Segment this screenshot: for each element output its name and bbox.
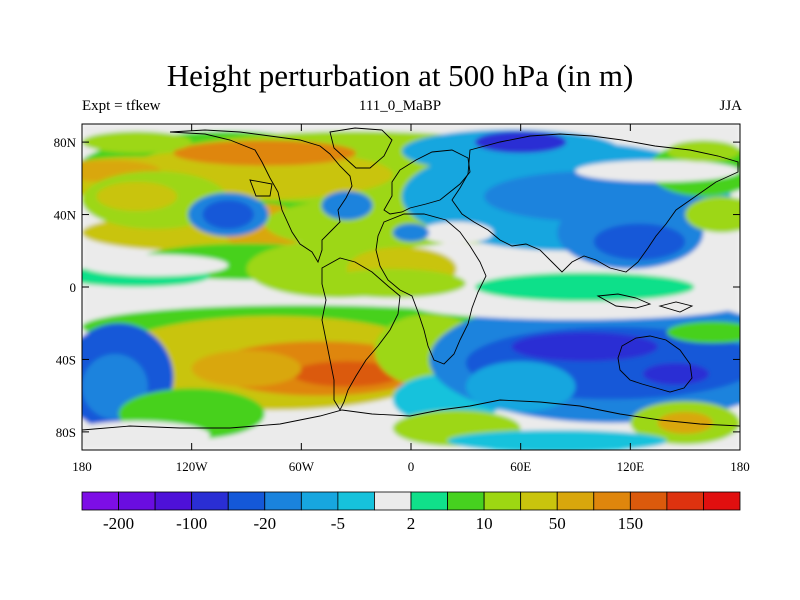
contour-region	[474, 131, 567, 153]
y-tick-label: 80N	[54, 135, 77, 150]
colorbar-swatch	[447, 491, 485, 511]
colorbar: -200 -100 -20 -5 2 10 50 150	[81, 491, 741, 533]
contour-region	[420, 221, 494, 244]
contour-region	[82, 254, 229, 277]
colorbar-swatch	[483, 491, 522, 511]
colorbar-label: 2	[407, 514, 416, 533]
season-label: JJA	[719, 98, 742, 114]
colorbar-swatch	[374, 491, 412, 511]
colorbar-label: 150	[618, 514, 644, 533]
contour-region	[82, 131, 192, 153]
colorbar-swatch	[410, 491, 448, 511]
contour-region	[685, 196, 740, 233]
x-tick-label: 60E	[510, 459, 531, 474]
period-label: 111_0_MaBP	[358, 98, 442, 114]
x-tick-label: 180	[730, 459, 750, 474]
contour-region	[666, 140, 740, 163]
contour-region	[575, 160, 740, 182]
contour-region	[666, 321, 740, 344]
contour-region	[96, 181, 178, 211]
chart-title: Height perturbation at 500 hPa (in m)	[166, 58, 634, 93]
colorbar-swatch	[520, 491, 558, 511]
colorbar-swatch	[154, 491, 193, 511]
colorbar-swatch	[118, 491, 156, 511]
coastlines	[82, 127, 740, 431]
colorbar-swatch	[337, 491, 375, 511]
contour-region	[173, 140, 357, 166]
y-tick-label: 0	[70, 280, 77, 295]
colorbar-swatch	[666, 491, 704, 511]
x-tick-label: 60W	[289, 459, 315, 474]
contour-region	[474, 272, 695, 302]
colorbar-label: 50	[549, 514, 566, 533]
contour-region	[447, 430, 667, 450]
experiment-label: Expt = tfkew	[82, 98, 161, 114]
colorbar-swatch	[191, 491, 229, 511]
colorbar-label: -5	[331, 514, 345, 533]
contour-region	[465, 361, 576, 412]
colorbar-swatch	[300, 491, 339, 511]
x-tick-label: 180	[72, 459, 92, 474]
contour-region	[82, 421, 210, 450]
colorbar-swatch	[264, 491, 302, 511]
colorbar-swatch	[227, 491, 266, 511]
colorbar-swatch	[703, 491, 741, 511]
colorbar-swatch	[556, 491, 595, 511]
x-tick-label: 120W	[176, 459, 209, 474]
axes: 180 120W 60W 0 60E 120E 180 80N 40N 0 40S 80S	[54, 124, 750, 474]
colorbar-swatch	[629, 491, 668, 511]
contour-region	[511, 332, 658, 362]
colorbar-label: -200	[103, 514, 134, 533]
y-tick-label: 40N	[54, 208, 77, 223]
x-tick-label: 0	[408, 459, 415, 474]
colorbar-label: -20	[253, 514, 276, 533]
colorbar-label: 10	[476, 514, 493, 533]
x-tick-label: 120E	[617, 459, 645, 474]
contour-region	[191, 350, 302, 387]
contour-region	[593, 223, 686, 260]
contour-region	[643, 363, 709, 385]
y-tick-label: 40S	[56, 352, 76, 367]
contour-field	[82, 124, 740, 450]
colorbar-label: -100	[176, 514, 207, 533]
colorbar-swatch	[81, 491, 119, 511]
contour-region	[321, 191, 373, 220]
contour-region	[411, 290, 740, 320]
contour-region	[292, 361, 402, 387]
contour-region	[202, 200, 254, 230]
y-tick-label: 80S	[56, 425, 76, 440]
contour-region	[392, 223, 430, 242]
colorbar-swatch	[593, 491, 631, 511]
